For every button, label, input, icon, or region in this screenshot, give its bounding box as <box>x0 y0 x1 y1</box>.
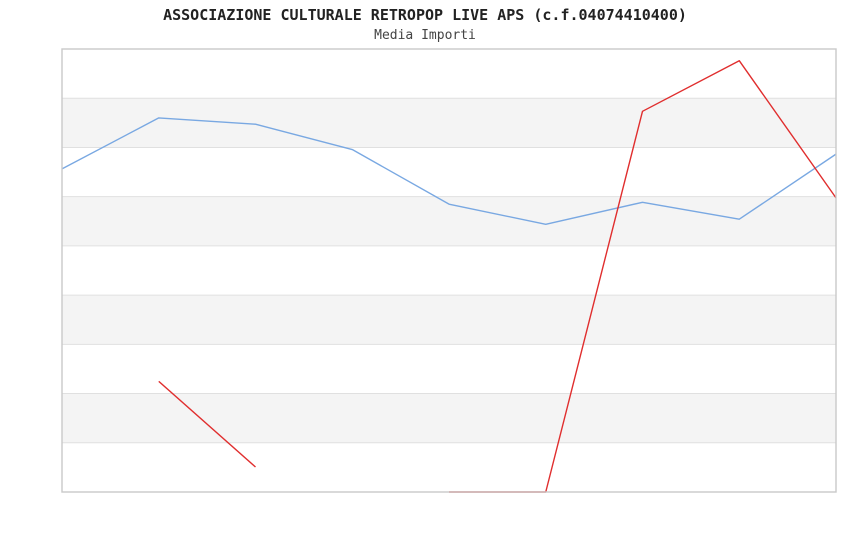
plot-band <box>62 393 836 443</box>
plot-frame <box>61 48 837 493</box>
plot-band <box>62 295 836 345</box>
chart-subtitle: Media Importi <box>374 28 476 43</box>
series-line-media-ente <box>158 380 256 468</box>
series-line-media-nazionale <box>61 117 837 226</box>
plot-band <box>62 196 836 246</box>
chart-title: ASSOCIAZIONE CULTURALE RETROPOP LIVE APS… <box>163 6 687 24</box>
plot-band <box>62 98 836 148</box>
